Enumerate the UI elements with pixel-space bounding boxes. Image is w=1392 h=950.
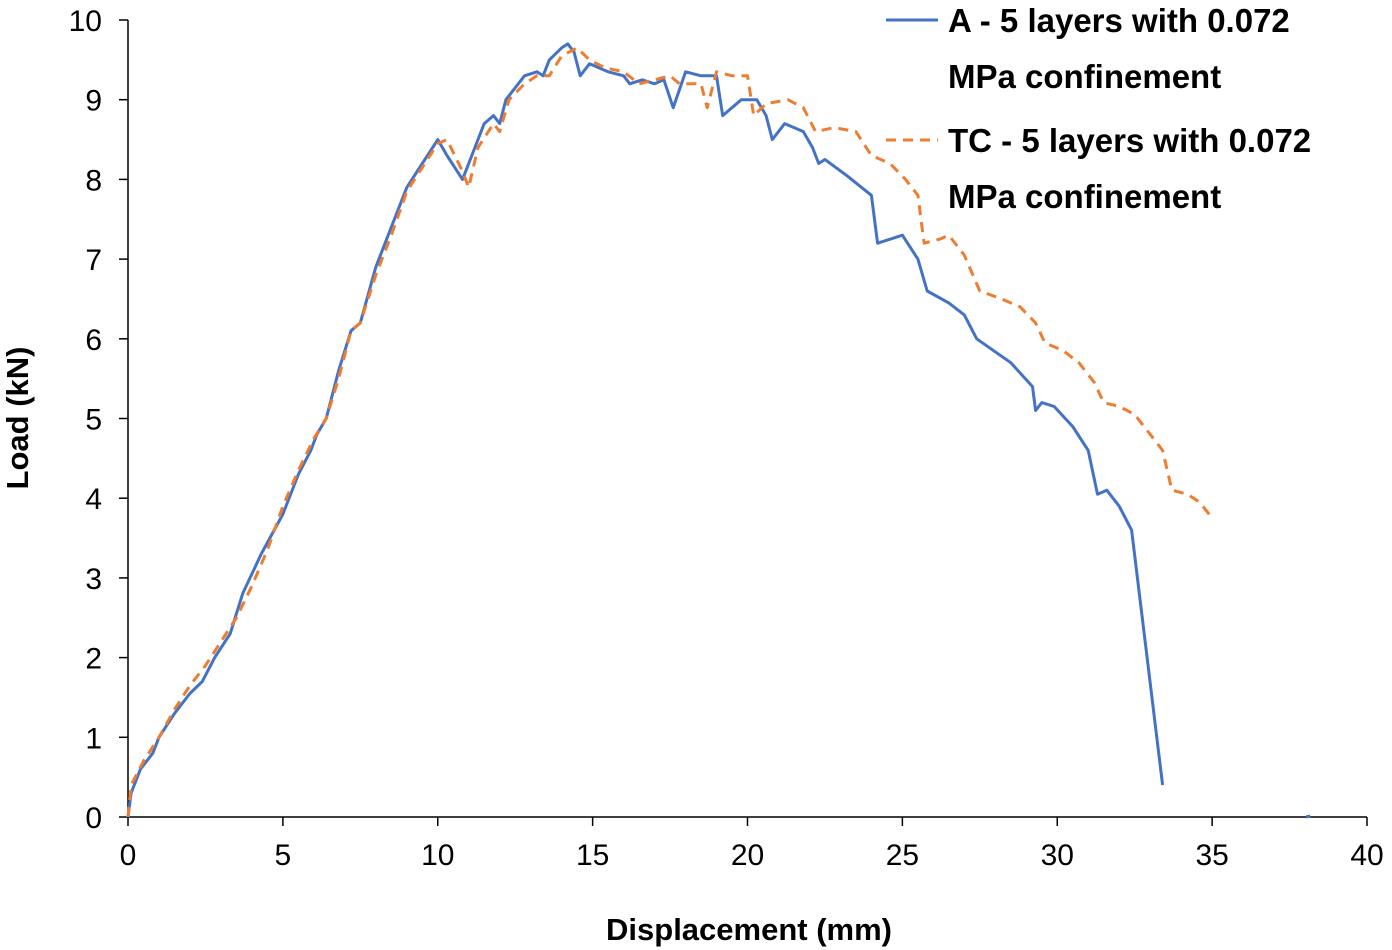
legend-label: TC - 5 layers with 0.072	[948, 122, 1311, 159]
y-tick-label: 1	[85, 722, 102, 755]
y-tick-label: 9	[85, 85, 102, 118]
x-tick-label: 0	[120, 839, 137, 872]
x-axis-ticks: 0 5 10 15 20 25 30 35 40	[120, 817, 1384, 872]
y-tick-label: 2	[85, 643, 102, 676]
y-tick-label: 0	[85, 802, 102, 835]
x-tick-label: 5	[275, 839, 292, 872]
y-tick-label: 4	[85, 483, 102, 516]
x-axis-title: Displacement (mm)	[606, 912, 892, 947]
x-tick-label: 10	[421, 839, 454, 872]
y-tick-label: 8	[85, 164, 102, 197]
y-tick-label: 5	[85, 404, 102, 437]
x-tick-label: 25	[886, 839, 919, 872]
x-tick-label: 15	[576, 839, 609, 872]
y-axis-title: Load (kN)	[0, 347, 35, 490]
y-tick-label: 7	[85, 244, 102, 277]
series-line-tc	[126, 46, 1214, 818]
x-tick-label: 20	[731, 839, 764, 872]
series-layer	[126, 42, 1214, 818]
chart-legend: A - 5 layers with 0.072 MPa confinement TC…	[886, 2, 1311, 215]
y-tick-label: 3	[85, 563, 102, 596]
y-axis-ticks: 0 1 2 3 4 5 6 7 8 9 10	[69, 5, 128, 835]
legend-label: MPa confinement	[948, 58, 1221, 95]
x-tick-label: 30	[1041, 839, 1074, 872]
legend-label: A - 5 layers with 0.072	[948, 2, 1290, 39]
annotation-layer	[1305, 814, 1311, 819]
series-line-a	[126, 42, 1165, 818]
x-tick-label: 35	[1195, 839, 1228, 872]
legend-label: MPa confinement	[948, 178, 1221, 215]
x-tick-label: 40	[1350, 839, 1383, 872]
y-tick-label: 6	[85, 324, 102, 357]
y-tick-label: 10	[69, 5, 102, 38]
data-marker	[1305, 814, 1311, 819]
